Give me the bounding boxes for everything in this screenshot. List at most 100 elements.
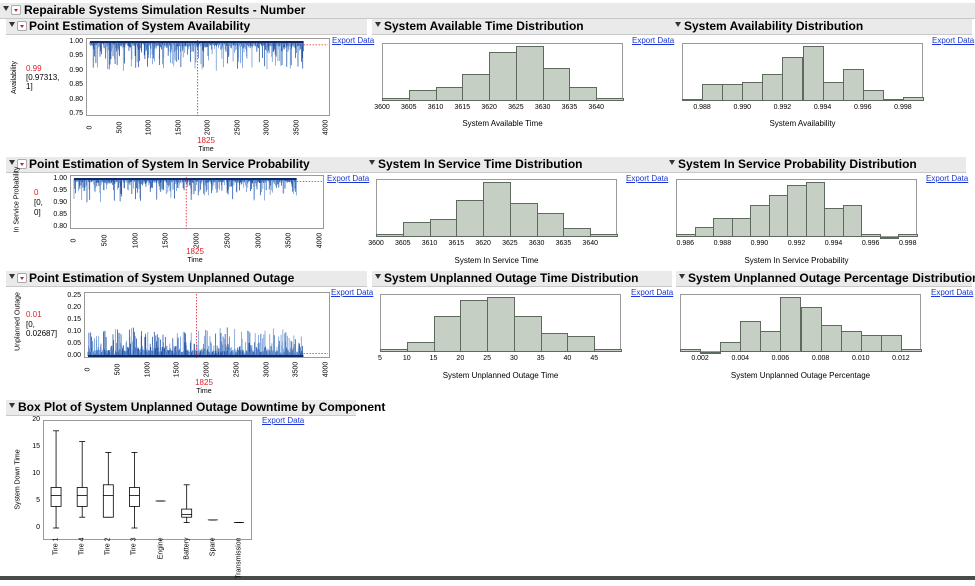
disclosure-icon[interactable] [9, 274, 15, 279]
histogram-bar [787, 185, 807, 237]
y-tick-label: 0.20 [67, 304, 81, 311]
section-header-unplanned-time[interactable]: System Unplanned Outage Time Distributio… [372, 271, 672, 287]
x-tick-label: 3600 [374, 104, 390, 111]
x-tick-label: 10 [402, 355, 411, 362]
x-axis-label: System Availability [769, 119, 836, 128]
point-estimate: 0.01 [26, 310, 42, 319]
histogram-bar [802, 46, 824, 101]
section-header-unplanned[interactable]: Point Estimation of System Unplanned Out… [6, 271, 367, 287]
histogram-bar [596, 98, 624, 101]
box-tire-1 [50, 430, 62, 529]
histogram-bar [842, 69, 864, 101]
section-title: Point Estimation of System Availability [29, 19, 251, 33]
red-triangle-menu-icon[interactable] [11, 5, 21, 15]
x-tick-label: 0.010 [851, 355, 870, 362]
disclosure-icon[interactable] [9, 403, 15, 408]
time-marker-label: 1825 [186, 247, 204, 256]
disclosure-icon[interactable] [679, 274, 685, 279]
x-tick-label: 0.002 [691, 355, 709, 362]
y-tick-label: 0.05 [67, 340, 81, 347]
x-tick-label: 0.988 [693, 104, 711, 111]
x-tick-label: 3500 [285, 232, 293, 249]
disclosure-icon[interactable] [669, 160, 675, 165]
category-label: Tire 3 [130, 537, 138, 556]
y-tick-label: 1.00 [53, 175, 67, 182]
x-tick-label: 4000 [322, 361, 330, 378]
section-header-in-service[interactable]: Point Estimation of System In Service Pr… [6, 157, 367, 173]
export-data-link[interactable]: Export Data [332, 36, 375, 45]
time-marker-label: 1825 [195, 378, 213, 387]
y-tick-label: 0.25 [67, 292, 81, 299]
section-header-available-time[interactable]: System Available Time Distribution [372, 19, 672, 35]
section-header-in-service-time[interactable]: System In Service Time Distribution [366, 157, 666, 173]
x-axis-label: System Unplanned Outage Percentage [730, 371, 871, 380]
x-tick-label: 500 [114, 363, 122, 376]
point-estimate: 0.99 [26, 64, 42, 73]
x-tick-label: 3605 [400, 104, 417, 111]
section-title: System Availability Distribution [684, 19, 864, 33]
y-axis-label: In Service Probability [13, 166, 21, 233]
histogram-bar [879, 237, 900, 239]
section-header-box-plot[interactable]: Box Plot of System Unplanned Outage Down… [6, 400, 385, 416]
histogram-bar [676, 233, 696, 237]
histogram-bar [782, 56, 804, 101]
disclosure-icon[interactable] [9, 160, 15, 165]
y-tick-label: 1.00 [69, 38, 83, 45]
section-header-unplanned-pct[interactable]: System Unplanned Outage Percentage Distr… [676, 271, 975, 287]
red-triangle-menu-icon[interactable] [17, 21, 27, 31]
disclosure-icon[interactable] [9, 22, 15, 27]
box-tire-4 [76, 441, 88, 518]
red-triangle-menu-icon[interactable] [17, 159, 27, 169]
export-data-link[interactable]: Export Data [331, 288, 374, 297]
disclosure-icon[interactable] [3, 6, 9, 11]
red-triangle-menu-icon[interactable] [17, 273, 27, 283]
section-header-in-service-prob[interactable]: System In Service Probability Distributi… [666, 157, 966, 173]
histogram-bar [382, 98, 410, 101]
export-data-link[interactable]: Export Data [631, 288, 674, 297]
x-tick-label: 5 [378, 355, 382, 362]
section-header-availability-dist[interactable]: System Availability Distribution [672, 19, 972, 35]
x-tick-label: 2000 [193, 232, 201, 249]
point-estimate: 0 [34, 188, 39, 197]
histogram-bar [731, 217, 752, 237]
export-data-link[interactable]: Export Data [262, 416, 305, 425]
x-tick-label: 0.992 [773, 104, 792, 111]
histogram-bar [483, 182, 511, 237]
x-tick-label: 3625 [508, 104, 524, 111]
x-tick-label: 0 [70, 238, 78, 243]
histogram-bar [840, 331, 862, 352]
histogram-bar [406, 342, 435, 352]
export-data-link[interactable]: Export Data [632, 36, 675, 45]
histogram-bar [882, 98, 904, 101]
x-tick-label: 40 [563, 355, 572, 362]
unplanned-time-series [87, 294, 328, 358]
export-data-link[interactable]: Export Data [932, 36, 975, 45]
histogram-bar [569, 87, 598, 101]
x-tick-label: 3640 [582, 240, 599, 247]
histogram-bar [509, 203, 538, 237]
x-tick-label: 45 [590, 355, 599, 362]
export-data-link[interactable]: Export Data [626, 174, 669, 183]
x-tick-label: 0.988 [713, 240, 732, 247]
x-axis-label: System In Service Probability [744, 256, 849, 265]
export-data-link[interactable]: Export Data [327, 174, 370, 183]
disclosure-icon[interactable] [369, 160, 375, 165]
report-title: Repairable Systems Simulation Results - … [24, 3, 306, 17]
disclosure-icon[interactable] [375, 274, 381, 279]
confidence-interval: [0, [34, 198, 43, 207]
disclosure-icon[interactable] [375, 22, 381, 27]
x-tick-label: 0.998 [894, 104, 912, 111]
box-plot [50, 430, 244, 529]
histogram-bar [898, 233, 918, 237]
x-tick-label: 25 [483, 355, 492, 362]
x-tick-label: 3630 [534, 104, 551, 111]
disclosure-icon[interactable] [675, 22, 681, 27]
x-tick-label: 3000 [263, 361, 270, 378]
x-tick-label: 0.008 [811, 355, 830, 362]
report-header[interactable]: Repairable Systems Simulation Results - … [0, 3, 975, 19]
export-data-link[interactable]: Export Data [926, 174, 969, 183]
section-header-availability[interactable]: Point Estimation of System Availability [6, 19, 367, 35]
histogram-bar [376, 233, 404, 237]
section-title: System Unplanned Outage Time Distributio… [384, 271, 639, 285]
export-data-link[interactable]: Export Data [931, 288, 974, 297]
